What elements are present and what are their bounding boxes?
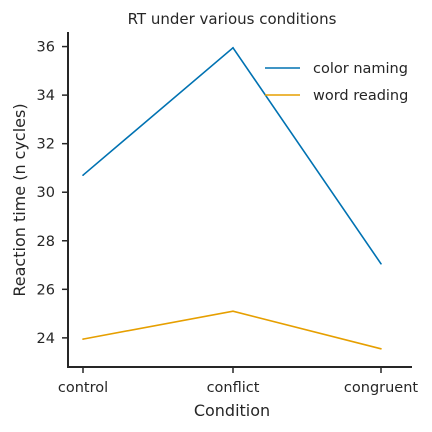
- data-point: [232, 310, 234, 312]
- data-point: [232, 47, 234, 49]
- y-tick-label: 30: [37, 185, 55, 201]
- chart-title: RT under various conditions: [128, 10, 337, 28]
- data-point: [82, 338, 84, 340]
- x-axis-ticks: control conflict congruent: [58, 367, 419, 396]
- y-tick-label: 36: [37, 40, 55, 56]
- data-point: [380, 263, 382, 265]
- series-line-0: [83, 48, 381, 264]
- legend: color naming word reading: [265, 61, 408, 104]
- series-line-1: [83, 311, 381, 349]
- data-point: [380, 348, 382, 350]
- x-tick-label: congruent: [344, 380, 418, 396]
- y-tick-label: 26: [37, 282, 55, 298]
- y-tick-label: 28: [37, 234, 55, 250]
- legend-label: word reading: [313, 88, 408, 104]
- y-axis-ticks: 24 26 28 30 32 34 36: [37, 40, 68, 347]
- data-point: [82, 174, 84, 176]
- legend-label: color naming: [313, 61, 408, 77]
- x-tick-label: control: [58, 380, 108, 396]
- y-tick-label: 32: [37, 137, 55, 153]
- x-axis-label: Condition: [194, 401, 270, 420]
- y-axis-label: Reaction time (n cycles): [10, 103, 29, 296]
- y-tick-label: 24: [37, 331, 55, 347]
- y-tick-label: 34: [37, 88, 55, 104]
- x-tick-label: conflict: [207, 380, 260, 396]
